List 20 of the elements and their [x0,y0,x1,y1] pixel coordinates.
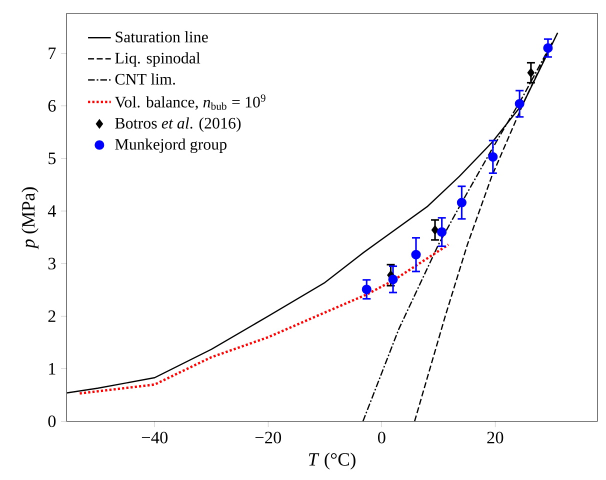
x-tick-label: 0 [378,432,386,444]
y-tick-label: 2 [48,310,56,322]
legend-label: Liq. spinodal [115,52,200,67]
y-tick-label: 3 [48,258,56,270]
x-tick-label: −40 [142,432,168,444]
y-tick-label: 4 [48,205,56,217]
y-tick-label: 0 [48,415,56,428]
y-tick-label: 7 [48,48,56,59]
y-tick-label: 6 [48,100,56,112]
legend-label: Vol. balance, n$_{bub}$ = 10$^{9}$ [114,94,266,110]
x-tick-label: 20 [487,432,504,444]
x-tick-label: −20 [255,432,282,444]
y-axis-title: p (MPa) [22,187,38,250]
legend-label: CNT lim. [115,73,175,85]
y-tick-label: 5 [48,152,56,164]
y-tick-label: 1 [49,363,56,374]
legend-label: Munkejord group [115,138,226,153]
legend-label: Botros et al. (2016) [115,117,241,132]
legend-label: Saturation line [116,31,208,42]
x-axis-title: T (°C) [308,452,356,470]
